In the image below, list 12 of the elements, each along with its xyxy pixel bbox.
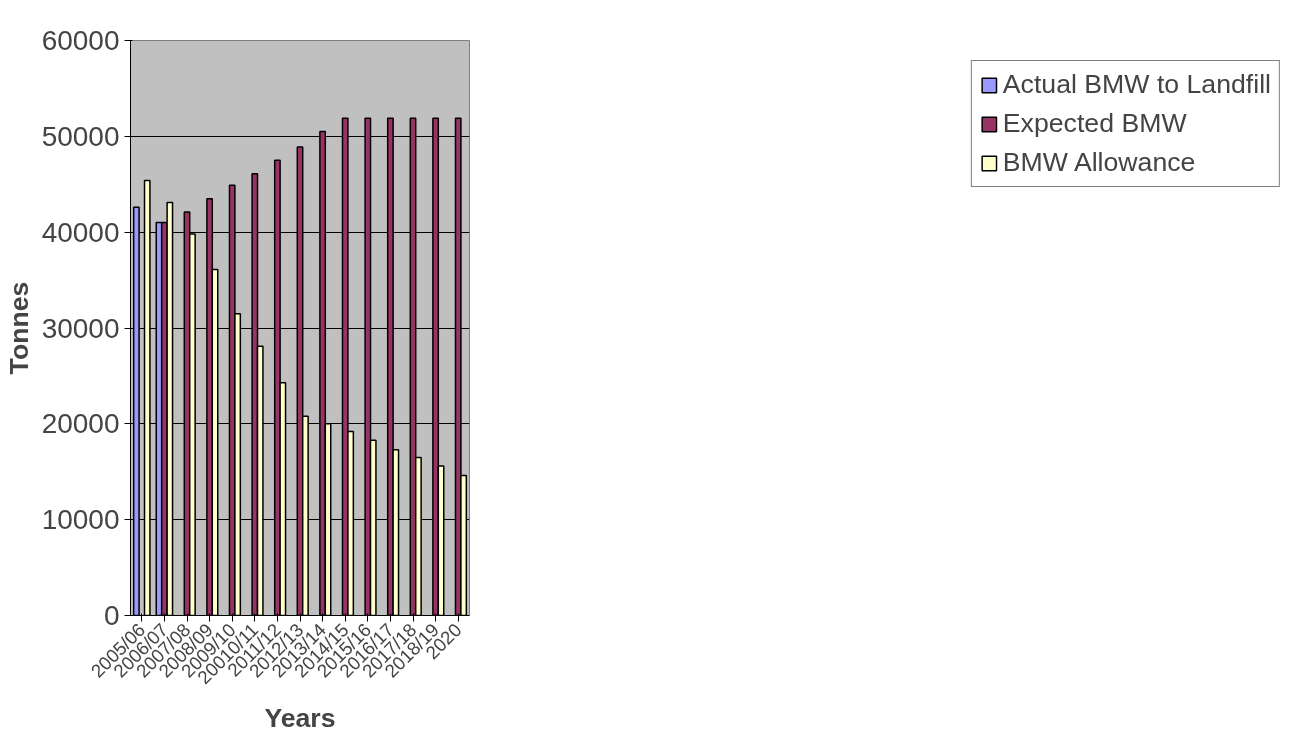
y-tick-label: 10000	[41, 504, 120, 536]
y-tick-label: 0	[103, 600, 120, 631]
legend-label: Expected BMW	[1002, 108, 1187, 139]
y-axis-title: Tonnes	[3, 281, 34, 375]
legend-label: Actual BMW to Landfill	[1002, 69, 1271, 100]
y-tick-label: 60000	[41, 25, 120, 56]
legend-label: BMW Allowance	[1002, 147, 1196, 178]
y-tick-label: 30000	[41, 312, 120, 344]
x-axis-title: Years	[264, 703, 336, 734]
y-tick-label: 50000	[41, 120, 120, 152]
y-tick-label: 40000	[41, 216, 120, 248]
y-tick-label: 20000	[41, 408, 120, 440]
